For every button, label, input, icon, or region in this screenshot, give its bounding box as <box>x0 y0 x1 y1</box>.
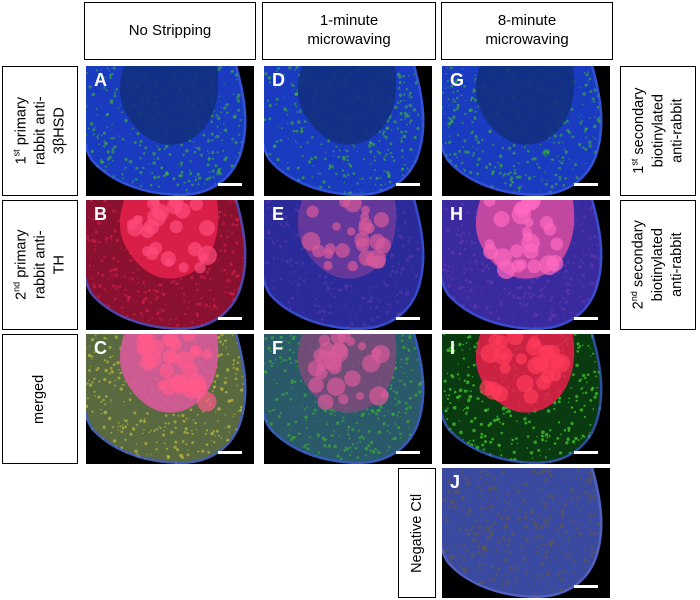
panel-label: B <box>94 204 107 224</box>
panel-label: A <box>94 70 107 90</box>
micrograph-panel-a: A <box>86 66 254 196</box>
scale-bar <box>396 183 420 186</box>
row-label-negative-ctl: Negative Ctl <box>398 468 436 598</box>
column-header-no-stripping: No Stripping <box>84 2 256 60</box>
micrograph-image <box>442 468 603 598</box>
row-label-2nd-primary: 2nd primary rabbit anti- TH <box>2 200 78 330</box>
micrograph-image <box>86 66 247 196</box>
scale-bar <box>396 317 420 320</box>
micrograph-image <box>86 200 247 330</box>
micrograph-image <box>264 66 425 196</box>
micrograph-panel-i: I <box>442 334 610 464</box>
row-label-2nd-secondary: 2nd secondary biotinylated anti-rabbit <box>620 200 696 330</box>
micrograph-image <box>442 334 603 464</box>
panel-label: D <box>272 70 285 90</box>
micrograph-panel-b: B <box>86 200 254 330</box>
row-label-1st-primary: 1st primary rabbit anti- 3βHSD <box>2 66 78 196</box>
scale-bar <box>218 317 242 320</box>
scale-bar <box>218 183 242 186</box>
column-header-8-minute: 8-minute microwaving <box>441 2 613 60</box>
micrograph-panel-e: E <box>264 200 432 330</box>
scale-bar <box>574 585 598 588</box>
micrograph-panel-d: D <box>264 66 432 196</box>
row-label-merged: merged <box>2 334 78 464</box>
micrograph-panel-j: J <box>442 468 610 598</box>
panel-label: H <box>450 204 463 224</box>
column-header-text-1: 8-minute <box>497 12 557 30</box>
column-header-text: No Stripping <box>128 21 212 39</box>
panel-label: G <box>450 70 465 90</box>
column-header-text-2: microwaving <box>485 31 569 48</box>
micrograph-image <box>264 200 425 330</box>
micrograph-panel-g: G <box>442 66 610 196</box>
column-header-1-minute: 1-minute microwaving <box>262 2 436 60</box>
column-header-text-2: microwaving <box>307 31 391 48</box>
micrograph-image <box>86 334 247 464</box>
panel-label: F <box>272 338 283 358</box>
scale-bar <box>218 451 242 454</box>
scale-bar <box>574 317 598 320</box>
micrograph-image <box>442 66 603 196</box>
micrograph-panel-f: F <box>264 334 432 464</box>
panel-label: I <box>450 338 456 358</box>
scale-bar <box>396 451 420 454</box>
panel-label: J <box>450 472 461 492</box>
panel-label: C <box>94 338 107 358</box>
panel-label: E <box>272 204 285 224</box>
micrograph-panel-c: C <box>86 334 254 464</box>
row-label-1st-secondary: 1st secondary biotinylated anti-rabbit <box>620 66 696 196</box>
micrograph-panel-h: H <box>442 200 610 330</box>
column-header-text-1: 1-minute <box>319 12 379 30</box>
micrograph-image <box>264 334 425 464</box>
scale-bar <box>574 183 598 186</box>
micrograph-image <box>442 200 603 330</box>
scale-bar <box>574 451 598 454</box>
